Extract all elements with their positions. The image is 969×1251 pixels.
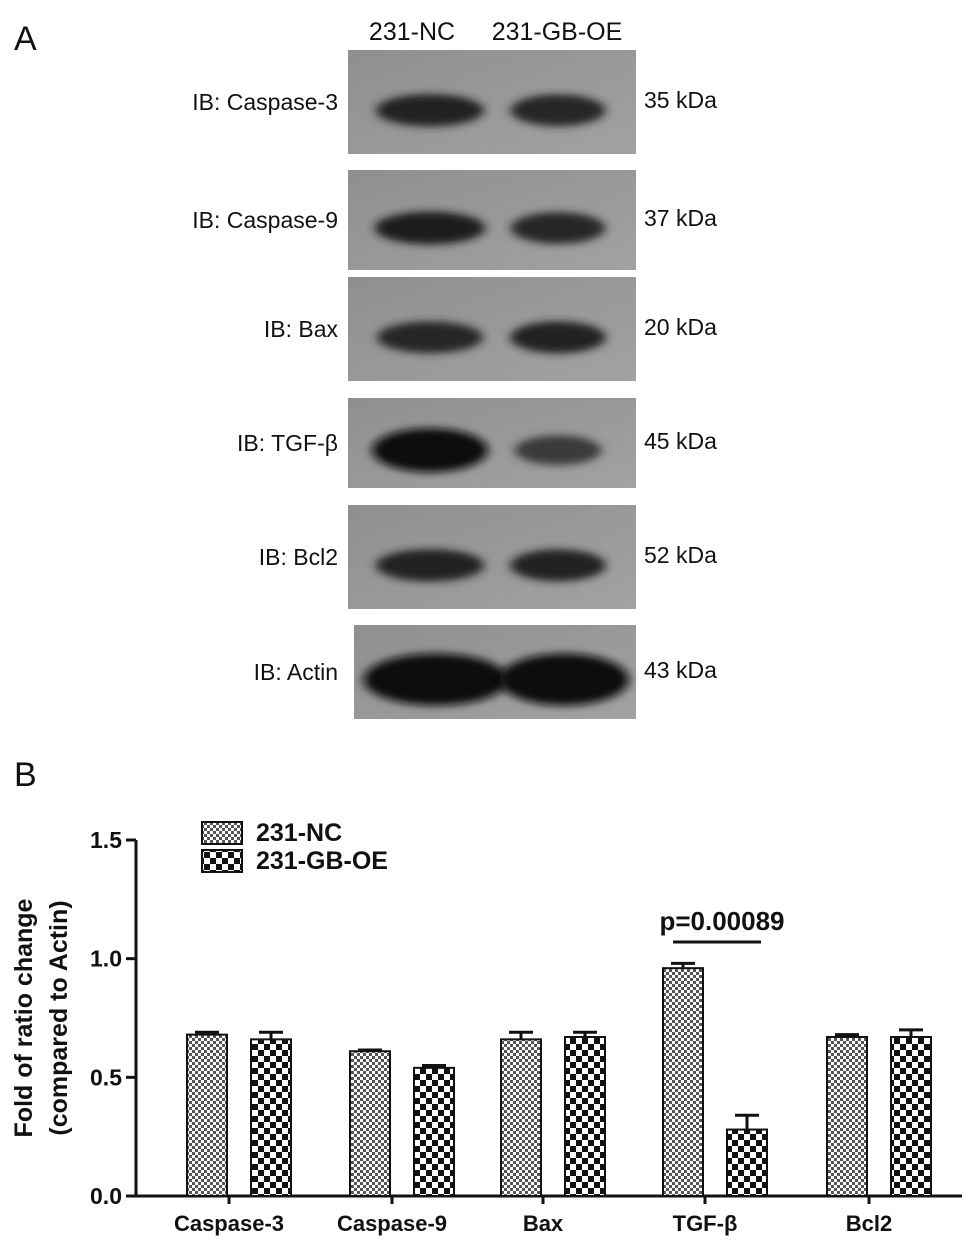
blot-row: IB: Caspase-9 37 kDa: [192, 170, 717, 270]
bar-nc: [500, 1038, 542, 1197]
blot-label: IB: TGF-β: [237, 430, 338, 456]
blot-row: IB: Bcl2 52 kDa: [259, 505, 717, 609]
protein-band: [514, 435, 602, 466]
blot-size-label: 35 kDa: [644, 87, 717, 113]
legend-label: 231-NC: [256, 819, 342, 847]
x-tick-label: Caspase-9: [337, 1211, 447, 1236]
blot-size-label: 37 kDa: [644, 205, 717, 231]
protein-band: [499, 653, 629, 706]
y-tick-label: 0.0: [90, 1183, 122, 1209]
y-axis-label: (compared to Actin): [45, 900, 73, 1135]
blot-label: IB: Caspase-9: [192, 207, 338, 233]
blot-size-label: 45 kDa: [644, 428, 717, 454]
blot-size-label: 43 kDa: [644, 657, 717, 683]
bar-gb-oe: [413, 1066, 455, 1197]
blot-row: IB: Caspase-3 35 kDa: [192, 50, 717, 154]
x-tick-label: Bax: [523, 1211, 564, 1236]
x-tick-label: Bcl2: [846, 1211, 892, 1236]
blot-label: IB: Caspase-3: [192, 89, 338, 115]
protein-band: [375, 94, 485, 127]
blot-size-label: 20 kDa: [644, 314, 717, 340]
blot-row: IB: TGF-β 45 kDa: [237, 398, 717, 488]
bar-gb-oe: [726, 1128, 768, 1197]
y-tick-label: 1.0: [90, 946, 122, 972]
legend-swatch: [201, 849, 243, 873]
p-value-annotation: p=0.00089: [659, 906, 784, 936]
blot-label: IB: Actin: [254, 659, 338, 685]
bar-nc: [826, 1035, 868, 1198]
bar-gb-oe: [890, 1035, 932, 1198]
x-tick-label: Caspase-3: [174, 1211, 284, 1236]
y-tick-label: 1.5: [90, 827, 122, 853]
bar-nc: [349, 1050, 391, 1198]
legend-swatch: [201, 821, 243, 845]
y-tick-label: 0.5: [90, 1064, 122, 1090]
bar-gb-oe: [564, 1035, 606, 1198]
panel-b-letter: B: [14, 756, 37, 794]
protein-band: [510, 549, 606, 582]
bar-nc: [186, 1033, 228, 1197]
lane-header-2: 231-GB-OE: [492, 18, 623, 46]
protein-band: [510, 212, 606, 244]
protein-band: [510, 321, 606, 354]
bar-gb-oe: [250, 1038, 292, 1197]
protein-band: [376, 321, 484, 354]
protein-band: [510, 94, 606, 127]
blot-row: IB: Bax 20 kDa: [264, 277, 717, 381]
y-axis-label: Fold of ratio change: [10, 898, 38, 1137]
protein-band: [374, 211, 486, 245]
legend-label: 231-GB-OE: [256, 847, 388, 875]
protein-band: [363, 653, 509, 706]
blot-label: IB: Bcl2: [259, 544, 338, 570]
blot-size-label: 52 kDa: [644, 542, 717, 568]
protein-band: [375, 549, 485, 582]
protein-band: [372, 428, 488, 473]
bar-nc: [662, 967, 704, 1197]
x-tick-label: TGF-β: [673, 1211, 738, 1236]
panel-a-letter: A: [14, 20, 37, 58]
lane-header-1: 231-NC: [369, 18, 455, 46]
blot-row: IB: Actin 43 kDa: [254, 625, 717, 719]
blot-label: IB: Bax: [264, 316, 339, 342]
